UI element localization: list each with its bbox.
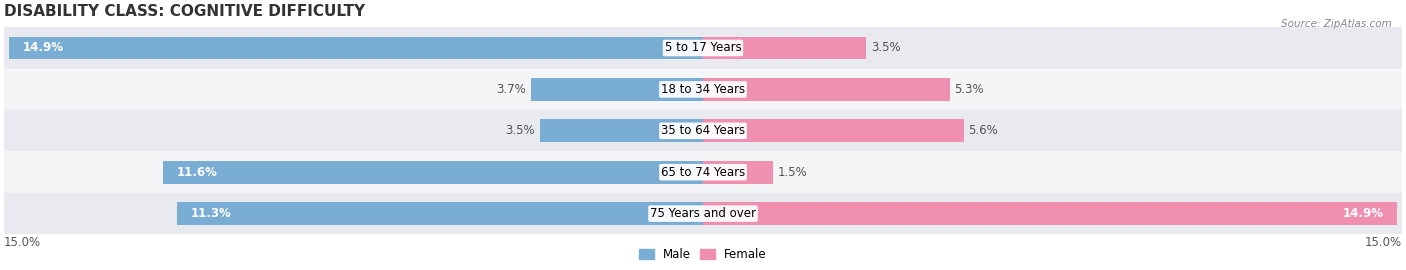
Bar	[703, 37, 866, 59]
Bar	[703, 202, 1398, 225]
Text: 11.3%: 11.3%	[191, 207, 231, 220]
Bar	[4, 193, 1402, 234]
Text: 3.5%: 3.5%	[870, 42, 900, 55]
Text: DISABILITY CLASS: COGNITIVE DIFFICULTY: DISABILITY CLASS: COGNITIVE DIFFICULTY	[4, 4, 366, 19]
Text: 18 to 34 Years: 18 to 34 Years	[661, 83, 745, 96]
Bar	[703, 78, 950, 101]
Text: 3.7%: 3.7%	[496, 83, 526, 96]
Text: 5 to 17 Years: 5 to 17 Years	[665, 42, 741, 55]
Text: Source: ZipAtlas.com: Source: ZipAtlas.com	[1281, 19, 1392, 29]
Text: 3.5%: 3.5%	[506, 124, 536, 137]
Text: 14.9%: 14.9%	[22, 42, 63, 55]
Bar	[540, 119, 703, 142]
Bar	[8, 37, 703, 59]
Text: 11.6%: 11.6%	[177, 166, 218, 179]
Text: 15.0%: 15.0%	[4, 236, 41, 249]
Text: 5.6%: 5.6%	[969, 124, 998, 137]
Legend: Male, Female: Male, Female	[634, 243, 772, 266]
Bar	[177, 202, 703, 225]
Bar	[163, 161, 703, 184]
Bar	[530, 78, 703, 101]
Bar	[4, 110, 1402, 151]
Bar	[703, 119, 965, 142]
Text: 65 to 74 Years: 65 to 74 Years	[661, 166, 745, 179]
Text: 35 to 64 Years: 35 to 64 Years	[661, 124, 745, 137]
Text: 75 Years and over: 75 Years and over	[650, 207, 756, 220]
Bar	[4, 27, 1402, 69]
Bar	[4, 69, 1402, 110]
Text: 5.3%: 5.3%	[955, 83, 984, 96]
Text: 14.9%: 14.9%	[1343, 207, 1384, 220]
Text: 15.0%: 15.0%	[1365, 236, 1402, 249]
Text: 1.5%: 1.5%	[778, 166, 807, 179]
Bar	[703, 161, 773, 184]
Bar	[4, 151, 1402, 193]
